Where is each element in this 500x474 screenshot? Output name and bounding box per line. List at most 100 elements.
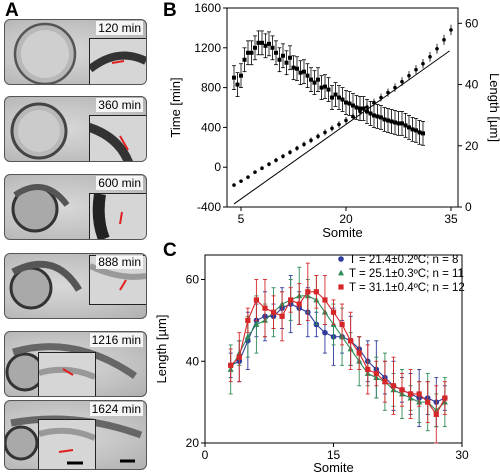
y-tick-label: 0 (214, 160, 221, 174)
data-point (399, 387, 405, 393)
data-point (339, 333, 345, 340)
data-point (253, 297, 259, 303)
data-point (253, 317, 260, 324)
data-point (274, 158, 278, 163)
zoom-inset (38, 352, 96, 396)
y-tick-label: 40 (186, 354, 200, 368)
data-point (442, 38, 446, 42)
x-tick-label: 15 (327, 448, 341, 462)
y-tick-label: 400 (201, 120, 221, 134)
micrograph-frame-3: 600 min (4, 174, 147, 240)
data-point (393, 120, 397, 125)
data-point (284, 60, 289, 65)
data-point (373, 370, 379, 377)
data-point (347, 338, 354, 344)
data-point (291, 65, 296, 70)
zoom-inset (89, 193, 146, 239)
data-point (302, 69, 306, 74)
data-point (267, 41, 271, 46)
data-point (235, 82, 240, 87)
y-tick-label: 1600 (194, 1, 221, 15)
y-right-tick-label: 60 (465, 16, 479, 30)
data-point (390, 383, 397, 389)
data-point (295, 66, 299, 71)
x-tick-label: 5 (238, 212, 245, 226)
data-point (379, 95, 383, 100)
x-tick-label: 20 (339, 212, 353, 226)
data-point (309, 77, 313, 82)
data-point (425, 399, 431, 405)
data-point (321, 309, 328, 315)
data-point (358, 106, 362, 111)
data-point (433, 399, 440, 405)
data-point (304, 292, 311, 299)
x-tick-label: 30 (455, 448, 469, 462)
data-point (288, 55, 292, 60)
data-point (373, 374, 380, 381)
data-point (424, 395, 431, 401)
y-tick-label: 1200 (194, 41, 221, 55)
data-point (375, 114, 380, 119)
data-point (364, 358, 371, 365)
zoom-inset (89, 115, 146, 161)
data-point (407, 73, 411, 78)
data-point (322, 329, 328, 336)
data-point (227, 366, 234, 372)
data-point (270, 309, 277, 315)
data-point (236, 349, 243, 356)
legend-marker (338, 284, 344, 290)
data-point (319, 85, 324, 90)
data-point (399, 387, 405, 393)
data-point (344, 118, 348, 123)
data-point (249, 50, 254, 55)
data-point (337, 95, 341, 100)
data-point (253, 170, 257, 174)
data-point (416, 391, 422, 397)
data-point (386, 118, 390, 123)
y-right-axis-label: Length [µm] (487, 73, 500, 142)
x-tick-label: 35 (444, 212, 458, 226)
data-point (390, 382, 397, 389)
data-point (296, 301, 302, 307)
panel-c-letter: C (163, 240, 177, 261)
data-point (295, 146, 299, 151)
data-point (389, 119, 394, 124)
data-point (416, 398, 423, 405)
data-point (347, 101, 352, 106)
data-point (302, 142, 306, 147)
y-tick-label: 800 (201, 81, 221, 95)
plot-frame (204, 254, 463, 444)
data-point (253, 45, 257, 50)
data-point (365, 105, 369, 109)
data-point (356, 350, 362, 356)
legend-label: T = 25.1±0.3ºC; n = 11 (349, 268, 464, 280)
data-point (414, 67, 418, 72)
data-point (354, 105, 359, 110)
data-point (400, 79, 404, 84)
data-point (365, 366, 371, 373)
embryo-image (5, 343, 138, 392)
data-point (260, 40, 264, 45)
micrograph-frame-5: 1216 min (4, 331, 147, 397)
data-point (323, 84, 327, 89)
data-point (236, 354, 242, 360)
data-point (441, 398, 448, 405)
data-point (305, 289, 311, 295)
data-point (373, 366, 380, 373)
data-point (305, 73, 310, 78)
data-point (262, 313, 268, 320)
zoom-inset (89, 38, 146, 84)
data-point (232, 75, 236, 80)
data-point (382, 374, 388, 381)
frame-time-label: 1624 min (89, 402, 143, 416)
data-point (442, 395, 448, 401)
data-point (428, 54, 432, 59)
y-right-tick-label: 0 (465, 200, 472, 214)
data-point (281, 154, 285, 159)
data-point (236, 358, 243, 365)
data-point (242, 57, 247, 62)
data-point (417, 130, 422, 135)
data-point (410, 127, 415, 132)
y-right-tick-label: 40 (465, 78, 479, 92)
data-point (365, 109, 369, 114)
